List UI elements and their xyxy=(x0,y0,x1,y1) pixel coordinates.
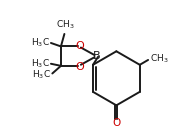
Text: O: O xyxy=(75,41,84,51)
Text: CH$_3$: CH$_3$ xyxy=(150,52,169,65)
Text: H$_3$C: H$_3$C xyxy=(32,69,51,81)
Text: O: O xyxy=(75,62,84,72)
Text: B: B xyxy=(92,51,100,61)
Text: H$_3$C: H$_3$C xyxy=(31,37,50,49)
Text: O: O xyxy=(112,118,120,128)
Text: CH$_3$: CH$_3$ xyxy=(56,19,74,31)
Text: H$_3$C: H$_3$C xyxy=(31,58,50,70)
